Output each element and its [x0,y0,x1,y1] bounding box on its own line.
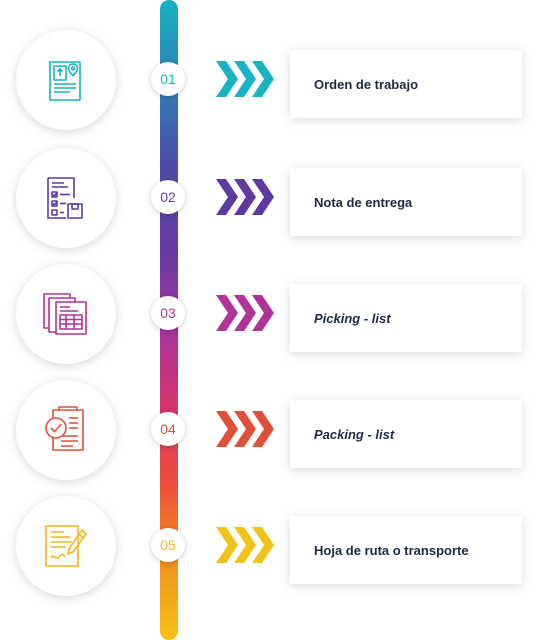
step-2: 02 Nota de entrega [0,148,547,264]
step-3-chevron-arrows-icon [216,295,274,331]
step-4-icon-circle [16,380,116,480]
step-4: 04 Packing - list [0,380,547,496]
step-1-label-card: Orden de trabajo [290,50,522,118]
step-5-label: Hoja de ruta o transporte [314,542,469,558]
step-5-chevron-arrows-icon [216,527,274,563]
step-3-label-card: Picking - list [290,284,522,352]
step-2-label-card: Nota de entrega [290,168,522,236]
picking-list-documents-icon [43,293,87,335]
step-4-label-card: Packing - list [290,400,522,468]
step-1-chevron-arrows-icon [216,61,274,97]
step-4-chevron-arrows-icon [216,411,274,447]
packing-list-check-icon [45,406,84,451]
step-2-label: Nota de entrega [314,194,413,210]
step-2-icon-circle [16,148,116,248]
step-3-label: Picking - list [314,310,391,326]
step-5-number: 05 [151,528,185,562]
delivery-note-checklist-icon [47,177,83,219]
work-order-document-icon [49,61,81,101]
step-1-number: 01 [151,62,185,96]
step-1: 01 Orden de trabajo [0,30,547,146]
step-1-icon-circle [16,30,116,130]
step-4-label: Packing - list [314,426,395,442]
step-5: 05 Hoja de ruta o transporte [0,496,547,612]
step-2-chevron-arrows-icon [216,179,274,215]
step-5-label-card: Hoja de ruta o transporte [290,516,522,584]
step-3-icon-circle [16,264,116,364]
route-sheet-signature-icon [45,525,87,567]
step-4-number: 04 [151,412,185,446]
step-3: 03 Picking - list [0,264,547,380]
step-1-label: Orden de trabajo [314,76,419,92]
step-2-number: 02 [151,180,185,214]
step-5-icon-circle [16,496,116,596]
step-3-number: 03 [151,296,185,330]
